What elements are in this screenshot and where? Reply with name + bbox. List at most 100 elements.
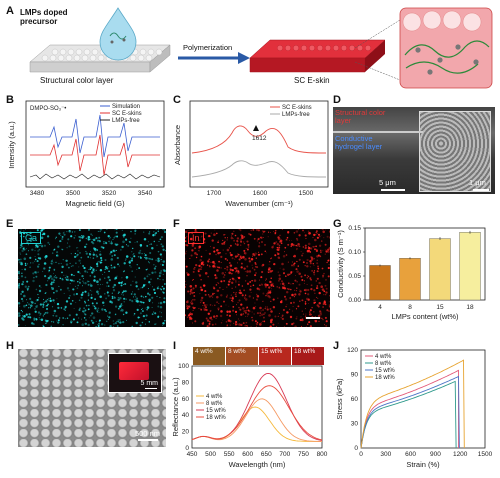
eds-dot bbox=[21, 249, 24, 253]
eds-dot bbox=[118, 265, 120, 267]
eds-dot bbox=[70, 265, 72, 267]
eds-dot bbox=[198, 307, 200, 310]
eds-dot bbox=[265, 278, 267, 280]
eds-dot bbox=[186, 307, 189, 310]
sem-layer-divider bbox=[333, 131, 423, 133]
eds-dot bbox=[257, 237, 260, 240]
eds-dot bbox=[66, 275, 69, 278]
eds-dot bbox=[273, 231, 275, 232]
eds-dot bbox=[229, 264, 233, 267]
eds-dot bbox=[63, 292, 65, 294]
eds-dot bbox=[242, 307, 245, 310]
panel-label-b: B bbox=[6, 94, 14, 106]
j-ylabel: Stress (kPa) bbox=[335, 378, 344, 420]
precursor-label: LMPs doped precursor bbox=[20, 8, 68, 26]
i-xtick-label: 450 bbox=[187, 451, 198, 458]
eds-dot bbox=[77, 284, 79, 287]
eds-dot bbox=[114, 277, 116, 279]
eds-dot bbox=[208, 265, 211, 268]
eds-dot bbox=[316, 232, 318, 234]
eds-dot bbox=[102, 273, 104, 275]
eds-dot bbox=[319, 310, 322, 313]
f-scale-bar bbox=[306, 317, 320, 319]
eds-dot bbox=[66, 242, 69, 244]
eds-dot bbox=[85, 252, 88, 255]
eds-dot bbox=[222, 249, 224, 251]
eds-dot bbox=[21, 283, 24, 286]
eds-dot bbox=[207, 234, 211, 238]
eds-dot bbox=[159, 278, 161, 280]
eds-dot bbox=[277, 237, 281, 240]
eds-dot bbox=[92, 242, 95, 245]
eds-dot bbox=[300, 275, 303, 278]
eds-dot bbox=[91, 290, 93, 292]
eds-dot bbox=[296, 281, 298, 283]
eds-dot bbox=[81, 274, 84, 278]
eds-dot bbox=[303, 280, 305, 282]
eds-dot bbox=[262, 230, 265, 233]
eds-dot bbox=[327, 250, 330, 253]
eds-dot bbox=[116, 325, 119, 327]
eds-dot bbox=[79, 240, 81, 242]
eds-dot bbox=[301, 317, 304, 320]
eds-dot bbox=[153, 291, 157, 295]
eds-dot bbox=[75, 247, 78, 249]
eds-dot bbox=[281, 315, 284, 317]
eds-dot bbox=[315, 230, 318, 233]
eds-dot bbox=[122, 313, 125, 316]
eds-dot bbox=[151, 271, 154, 274]
i-xtick-label: 550 bbox=[224, 451, 235, 458]
structural-color-layer-label: Structural color layer bbox=[335, 108, 386, 125]
eds-dot bbox=[263, 307, 265, 309]
eds-dot bbox=[243, 267, 246, 270]
eds-dot bbox=[284, 246, 287, 249]
eds-dot bbox=[98, 278, 102, 281]
eds-dot bbox=[234, 255, 238, 258]
eds-dot bbox=[73, 274, 75, 277]
eds-dot bbox=[25, 248, 28, 250]
eds-dot bbox=[107, 318, 109, 321]
eds-dot bbox=[40, 236, 44, 240]
eds-dot bbox=[98, 260, 100, 262]
eds-dot bbox=[244, 258, 247, 261]
i-ytick-label: 80 bbox=[182, 379, 190, 386]
eds-dot bbox=[254, 302, 256, 304]
eds-dot bbox=[235, 323, 237, 325]
eds-dot bbox=[88, 317, 90, 319]
eds-dot bbox=[49, 299, 52, 303]
eds-dot bbox=[237, 318, 239, 320]
eds-dot bbox=[159, 238, 162, 241]
eds-dot bbox=[66, 231, 68, 233]
eds-dot bbox=[253, 237, 256, 240]
eds-dot bbox=[296, 239, 299, 241]
eds-dot bbox=[231, 277, 234, 280]
eds-dot bbox=[135, 296, 137, 298]
eds-dot bbox=[18, 261, 21, 264]
eds-dot bbox=[292, 264, 295, 267]
eds-dot bbox=[45, 322, 47, 325]
eds-dot bbox=[61, 248, 64, 251]
eds-dot bbox=[62, 259, 64, 261]
eds-dot bbox=[230, 272, 233, 275]
eds-dot bbox=[68, 297, 70, 299]
eds-dot bbox=[252, 284, 255, 287]
eds-dot bbox=[243, 243, 245, 245]
eds-dot bbox=[242, 255, 245, 259]
eds-dot bbox=[188, 314, 191, 317]
eds-dot bbox=[268, 296, 271, 299]
eds-dot bbox=[242, 241, 245, 243]
eds-dot bbox=[296, 290, 298, 292]
eds-dot bbox=[254, 274, 257, 277]
eds-dot bbox=[21, 272, 23, 274]
eds-dot bbox=[45, 283, 48, 287]
eds-dot bbox=[113, 266, 116, 269]
eds-dot bbox=[99, 250, 101, 253]
eds-dot bbox=[80, 256, 83, 259]
eds-dot bbox=[291, 322, 294, 326]
eds-dot bbox=[293, 262, 296, 265]
eds-dot bbox=[186, 305, 189, 308]
eds-dot bbox=[185, 252, 187, 255]
eds-dot bbox=[158, 302, 160, 304]
eds-dot bbox=[34, 258, 37, 261]
eds-dot bbox=[314, 248, 316, 251]
